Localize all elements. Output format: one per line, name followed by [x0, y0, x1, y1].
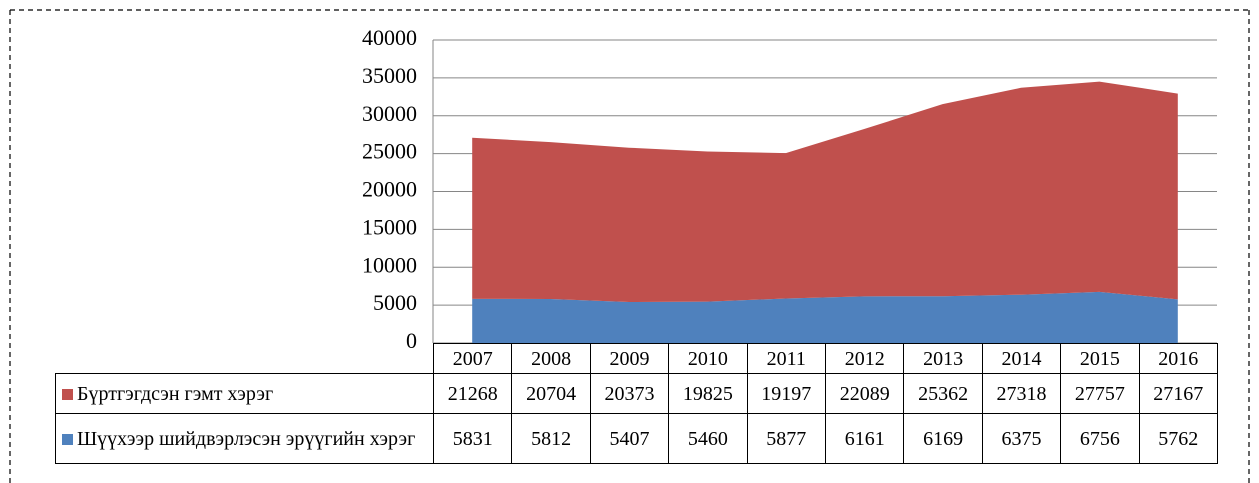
y-tick-label: 35000: [362, 63, 417, 88]
x-tick-label: 2010: [668, 343, 748, 374]
table-value: 19825: [668, 373, 748, 414]
legend-label: Бүртгэгдсэн гэмт хэрэг: [77, 382, 274, 405]
border: [9, 9, 1250, 483]
table-value: 5762: [1138, 413, 1218, 464]
table-value: 6756: [1060, 413, 1140, 464]
x-tick-label: 2012: [825, 343, 905, 374]
table-value: 5831: [433, 413, 513, 464]
x-tick-label: 2016: [1138, 343, 1218, 374]
table-value: 5812: [511, 413, 591, 464]
table-value: 6161: [825, 413, 905, 464]
table-value: 20373: [589, 373, 670, 414]
table-value: 20704: [511, 373, 591, 414]
y-tick-label: 30000: [362, 101, 417, 126]
x-tick-label: 2009: [589, 343, 670, 374]
legend-entry: Шүүхээр шийдвэрлэсэн эрүүгийн хэрэг: [55, 413, 434, 464]
x-tick-label: 2008: [511, 343, 591, 374]
table-value: 5407: [589, 413, 670, 464]
table-value: 21268: [433, 373, 513, 414]
x-tick-label: 2015: [1060, 343, 1140, 374]
table-value: 19197: [746, 373, 826, 414]
table-value: 22089: [825, 373, 905, 414]
y-tick-label: 20000: [362, 177, 417, 202]
x-tick-label: 2007: [433, 343, 513, 374]
table-value: 27167: [1138, 373, 1218, 414]
table-value: 27318: [981, 373, 1062, 414]
x-tick-label: 2014: [981, 343, 1062, 374]
legend-text-wrap: Бүртгэгдсэн гэмт хэрэг: [62, 383, 273, 405]
table-value: 5460: [668, 413, 748, 464]
y-tick-label: 25000: [362, 139, 417, 164]
table-value: 6375: [981, 413, 1062, 464]
table-value: 25362: [903, 373, 983, 414]
table-value: 5877: [746, 413, 826, 464]
area: [472, 291, 1178, 343]
y-tick-label: 10000: [362, 252, 417, 277]
y-tick-label: 5000: [373, 290, 417, 315]
legend-key: [62, 389, 73, 401]
y-tick-label: 15000: [362, 214, 417, 239]
area: [472, 81, 1178, 303]
legend-text-wrap: Шүүхээр шийдвэрлэсэн эрүүгийн хэрэг: [62, 428, 415, 450]
legend-entry: Бүртгэгдсэн гэмт хэрэг: [55, 373, 434, 414]
x-tick-label: 2011: [746, 343, 826, 374]
table-value: 27757: [1060, 373, 1140, 414]
table-value: 6169: [903, 413, 983, 464]
legend-key: [62, 434, 73, 446]
legend-label: Шүүхээр шийдвэрлэсэн эрүүгийн хэрэг: [77, 427, 416, 450]
x-tick-label: 2013: [903, 343, 983, 374]
y-tick-label: 40000: [362, 25, 417, 50]
y-tick-label: 0: [406, 328, 417, 353]
